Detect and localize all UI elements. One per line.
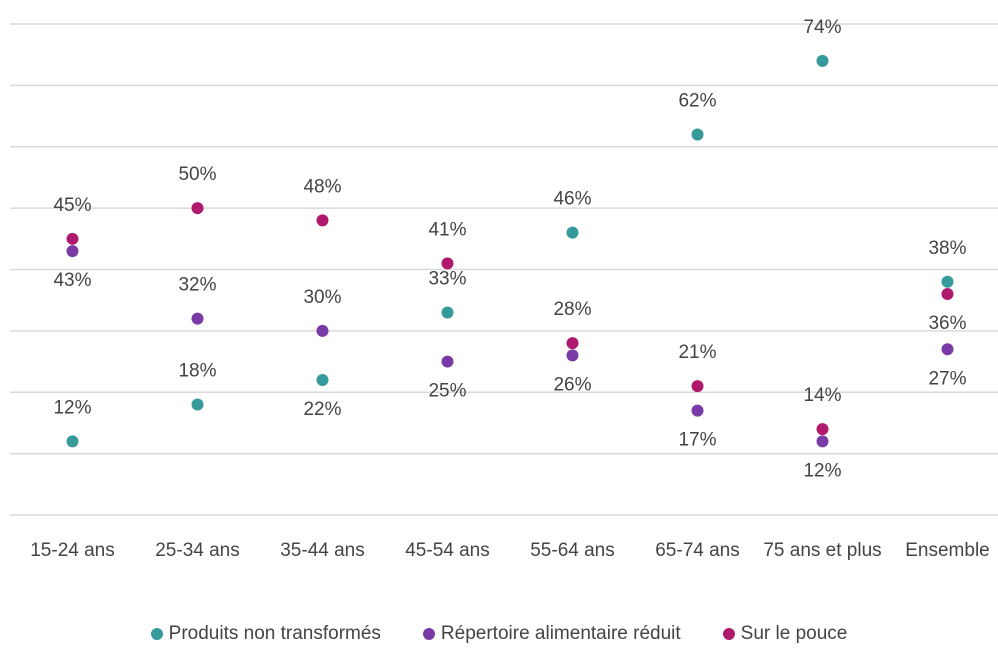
data-label: 38%: [928, 238, 966, 259]
data-label: 25%: [428, 381, 466, 402]
data-point: [66, 435, 79, 448]
x-tick-label: 25-34 ans: [155, 540, 240, 561]
legend-item: Sur le pouce: [722, 623, 848, 645]
x-tick-label: 45-54 ans: [405, 540, 490, 561]
data-point: [191, 202, 204, 215]
data-point: [691, 380, 704, 393]
data-point: [191, 312, 204, 325]
data-label: 14%: [803, 385, 841, 406]
data-point: [441, 257, 454, 270]
legend-item: Répertoire alimentaire réduit: [422, 623, 681, 645]
data-point: [941, 288, 954, 301]
legend-label: Produits non transformés: [168, 623, 381, 644]
data-label: 74%: [803, 17, 841, 38]
data-label: 12%: [53, 397, 91, 418]
data-point: [566, 349, 579, 362]
data-point: [441, 355, 454, 368]
legend: Produits non transformés Répertoire alime…: [0, 623, 998, 645]
legend-marker: [150, 628, 163, 640]
legend-label: Sur le pouce: [740, 623, 848, 644]
data-point: [816, 423, 829, 436]
x-tick-label: 75 ans et plus: [763, 540, 882, 561]
data-point: [941, 343, 954, 356]
legend-item: Produits non transformés: [150, 623, 381, 645]
x-tick-label: 15-24 ans: [30, 540, 115, 561]
data-label: 36%: [928, 313, 966, 334]
data-label: 62%: [678, 90, 716, 111]
x-tick-label: 35-44 ans: [280, 540, 365, 561]
data-point: [691, 128, 704, 141]
data-label: 30%: [303, 287, 341, 308]
data-label: 48%: [303, 176, 341, 197]
data-label: 41%: [428, 219, 466, 240]
legend-marker: [422, 628, 435, 640]
data-point: [316, 373, 329, 386]
data-label: 28%: [553, 299, 591, 320]
data-point: [566, 226, 579, 239]
data-label: 21%: [678, 342, 716, 363]
data-point: [66, 232, 79, 245]
data-label: 22%: [303, 399, 341, 420]
data-point: [941, 275, 954, 288]
data-point: [691, 404, 704, 417]
data-point: [316, 324, 329, 337]
data-point: [566, 337, 579, 350]
data-label: 50%: [178, 164, 216, 185]
data-label: 32%: [178, 275, 216, 296]
data-point: [816, 54, 829, 67]
data-point: [66, 245, 79, 258]
data-label: 18%: [178, 361, 216, 382]
data-label: 45%: [53, 195, 91, 216]
data-label: 46%: [553, 189, 591, 210]
x-tick-label: Ensemble: [905, 540, 990, 561]
legend-marker: [722, 628, 735, 640]
data-label: 43%: [53, 270, 91, 291]
data-point: [816, 435, 829, 448]
x-tick-label: 55-64 ans: [530, 540, 615, 561]
data-label: 17%: [678, 430, 716, 451]
data-label: 27%: [928, 368, 966, 389]
data-point: [316, 214, 329, 227]
data-label: 33%: [428, 268, 466, 289]
legend-label: Répertoire alimentaire réduit: [440, 623, 681, 644]
data-label: 26%: [553, 374, 591, 395]
data-point: [441, 306, 454, 319]
x-tick-label: 65-74 ans: [655, 540, 740, 561]
data-point: [191, 398, 204, 411]
data-label: 12%: [803, 460, 841, 481]
